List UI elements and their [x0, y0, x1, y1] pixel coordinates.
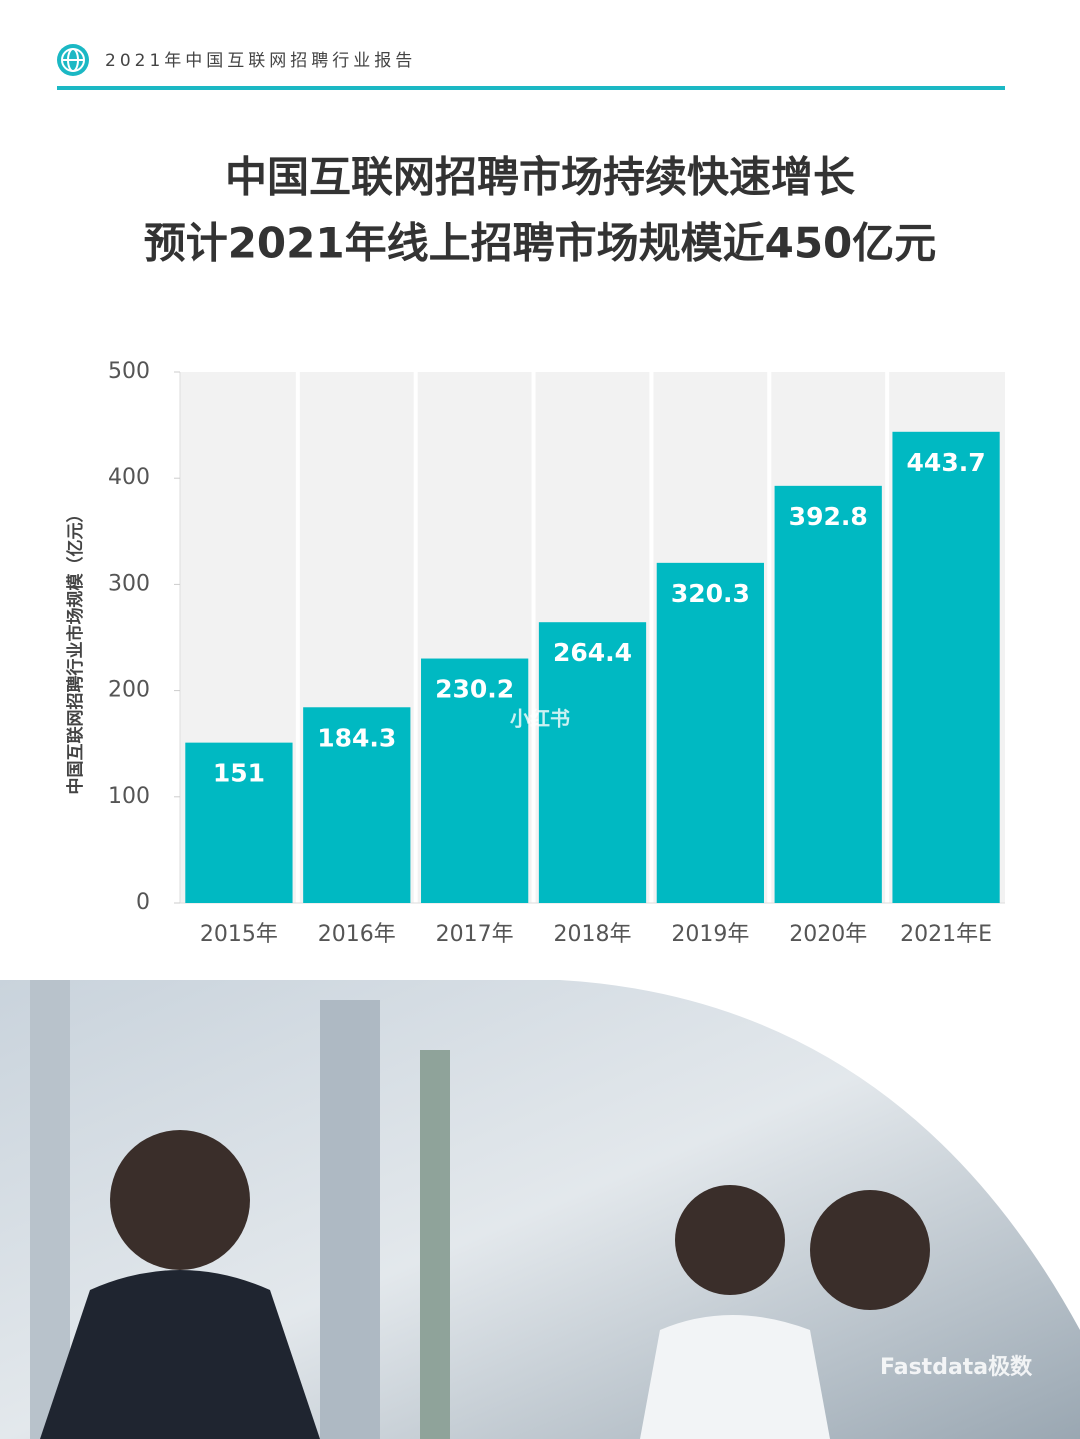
headline: 预计2021年线上招聘市场规模近450亿元: [144, 219, 937, 268]
y-tick-label: 300: [108, 571, 150, 596]
value-label: 184.3: [317, 723, 396, 752]
value-label: 230.2: [435, 675, 514, 704]
bar: [185, 742, 293, 903]
photo: [0, 980, 1080, 1439]
x-tick-label: 2015年: [200, 922, 278, 947]
x-tick-label: 2021年E: [900, 922, 992, 947]
x-tick-label: 2016年: [318, 922, 396, 947]
y-tick-label: 100: [108, 784, 150, 809]
x-tick-label: 2018年: [554, 922, 632, 947]
watermark: Fastdata极数: [880, 1354, 1033, 1380]
value-label: 151: [213, 759, 265, 788]
chart: 0 100 200 300 400 500 2015年 151 2016年 184.3 2017年 2…: [108, 359, 1005, 947]
bar: [774, 485, 882, 903]
y-tick-label: 200: [108, 678, 150, 703]
watermark: 小红书: [510, 707, 570, 731]
bar: [892, 431, 1000, 903]
y-tick-label: 500: [108, 359, 150, 384]
bar: [538, 622, 647, 903]
headline: 中国互联网招聘市场持续快速增长: [225, 153, 855, 202]
bar: [421, 658, 529, 903]
header-icon: [57, 44, 89, 76]
value-label: 443.7: [907, 448, 986, 477]
value-label: 320.3: [671, 579, 750, 608]
report-title: 2021年中国互联网招聘行业报告: [105, 51, 416, 71]
x-tick-label: 2020年: [789, 922, 867, 947]
x-tick-label: 2017年: [436, 922, 514, 947]
header-rule: [57, 86, 1005, 90]
bar: [303, 707, 411, 903]
value-label: 264.4: [553, 638, 632, 667]
y-tick-label: 400: [108, 465, 150, 490]
y-axis-title: 中国互联网招聘行业市场规模（亿元）: [65, 506, 86, 795]
x-tick-label: 2019年: [671, 922, 749, 947]
value-label: 392.8: [789, 502, 868, 531]
bar: [656, 562, 764, 903]
y-tick-label: 0: [136, 890, 150, 915]
